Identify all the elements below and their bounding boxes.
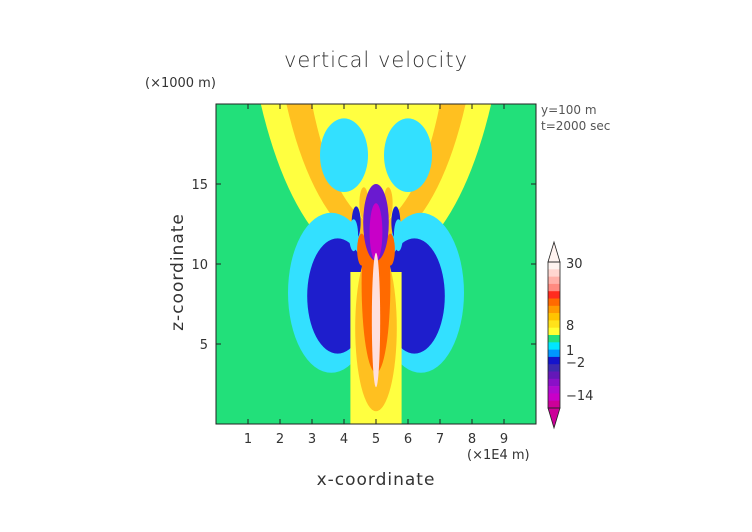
colorbar-segment <box>548 305 560 314</box>
z-scale-note: (×1000 m) <box>145 76 216 91</box>
colorbar-segment <box>548 400 560 409</box>
x-tick-label: 9 <box>500 432 508 447</box>
wave-cell-3 <box>357 233 367 266</box>
colorbar-segment <box>548 364 560 372</box>
colorbar-label: 30 <box>566 257 583 272</box>
chart-title: vertical velocity <box>283 48 469 72</box>
y-axis-ticks: 5 10 15 <box>191 178 536 353</box>
x-tick-label: 3 <box>308 432 316 447</box>
colorbar-segment <box>548 342 560 350</box>
colorbar-segment <box>548 291 560 299</box>
x-tick-label: 7 <box>436 432 444 447</box>
x-axis-label: x-coordinate <box>316 470 436 490</box>
colorbar: 30 8 1−2 −14 <box>547 240 593 430</box>
colorbar-label: 8 <box>566 319 574 334</box>
colorbar-top-arrow <box>547 240 561 263</box>
upper-left-downdraft <box>320 118 368 192</box>
colorbar-label: −2 <box>566 356 585 371</box>
y-tick-label: 10 <box>191 258 208 273</box>
colorbar-segment <box>548 269 560 277</box>
colorbar-label: −14 <box>566 389 593 404</box>
x-tick-label: 2 <box>276 432 284 447</box>
colorbar-segment <box>548 356 560 365</box>
contour-field <box>216 104 536 424</box>
wave-cell-4 <box>385 233 395 266</box>
updraft-core-max <box>371 252 381 388</box>
colorbar-bottom-arrow <box>547 407 561 430</box>
colorbar-segment <box>548 327 560 336</box>
colorbar-frame <box>547 261 561 409</box>
wave-cell-5 <box>349 219 359 252</box>
x-tick-label: 8 <box>468 432 476 447</box>
colorbar-segment <box>548 283 560 292</box>
x-axis-ticks: 1 2 3 4 5 6 7 8 9 <box>244 104 508 447</box>
colorbar-label: 1 <box>566 344 574 359</box>
colorbar-segment <box>548 335 560 343</box>
annotation-y: y=100 m <box>541 103 597 117</box>
colorbar-segment <box>548 262 560 270</box>
colorbar-segment <box>548 298 560 307</box>
upper-core-extreme <box>369 203 383 261</box>
colorbar-segment <box>548 386 560 394</box>
wave-cell-6 <box>393 219 403 252</box>
x-tick-label: 1 <box>244 432 252 447</box>
colorbar-segment <box>548 276 560 285</box>
annotation-time: t=2000 sec <box>541 119 611 133</box>
y-tick-label: 5 <box>200 338 208 353</box>
x-tick-label: 6 <box>404 432 412 447</box>
upper-right-downdraft <box>384 118 432 192</box>
x-tick-label: 4 <box>340 432 348 447</box>
colorbar-segment <box>548 320 560 328</box>
colorbar-segment <box>548 371 560 380</box>
colorbar-segment <box>548 313 560 321</box>
colorbar-segment <box>548 378 560 387</box>
x-tick-label: 5 <box>372 432 380 447</box>
y-tick-label: 15 <box>191 178 208 193</box>
x-scale-note: (×1E4 m) <box>467 448 530 463</box>
colorbar-segment <box>548 393 560 401</box>
colorbar-segment <box>548 349 560 358</box>
